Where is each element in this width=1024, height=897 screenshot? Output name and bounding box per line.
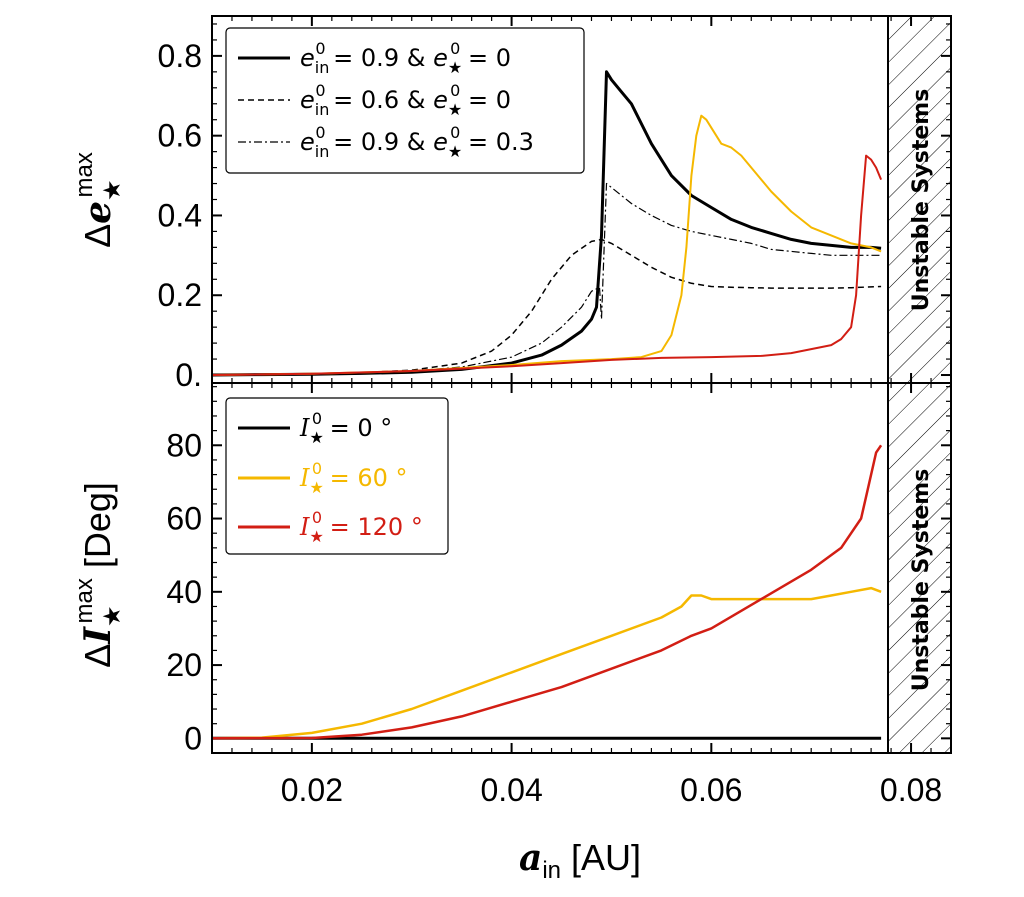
bottom-frame — [211, 382, 952, 754]
bottom-ylabel: ΔI★max [Deg] — [71, 482, 126, 668]
bottom-ytick-label: 0 — [184, 720, 202, 756]
top-ticks: 0. 0.2 0.4 0.6 0.8 — [158, 16, 951, 393]
top-ytick-label: 0.2 — [158, 277, 202, 313]
bottom-ytick-label: 80 — [166, 427, 202, 463]
top-legend-entry-1: ein0 = 0.9 & e★0 = 0 — [300, 39, 511, 77]
xtick-label: 0.02 — [281, 772, 343, 808]
top-series-line-3 — [211, 182, 882, 376]
bottom-panel: Unstable Systems 0 20 40 60 80 0.02 0.04 0.06 0.… — [71, 382, 952, 884]
top-series-line-4 — [211, 114, 882, 376]
bottom-unstable-region — [888, 383, 951, 753]
bottom-unstable-label: Unstable Systems — [909, 469, 934, 692]
top-panel: Unstable Systems 0. 0.2 0.4 0.6 0.8 ein0 = 0… — [71, 15, 952, 393]
top-ytick-label: 0. — [175, 357, 202, 393]
xtick-label: 0.08 — [880, 772, 942, 808]
top-unstable-label: Unstable Systems — [909, 89, 934, 312]
top-legend-entry-3: ein0 = 0.9 & e★0 = 0.3 — [300, 123, 534, 161]
top-ytick-label: 0.6 — [158, 118, 202, 154]
bottom-legend-box — [225, 397, 449, 555]
top-legend-entry-2: ein0 = 0.6 & e★0 = 0 — [300, 81, 511, 119]
top-series-line-2 — [211, 238, 882, 376]
top-ytick-label: 0.8 — [158, 38, 202, 74]
top-series-group — [211, 70, 883, 377]
xlabel: ain [AU] — [519, 837, 641, 884]
bottom-series-line-3 — [211, 444, 883, 740]
top-ytick-label: 0.4 — [158, 197, 202, 233]
bottom-legend-entry-2: I★0 = 60 ° — [299, 459, 408, 497]
top-series-line-5 — [211, 154, 883, 376]
top-legend-box — [225, 27, 585, 174]
bottom-ytick-label: 20 — [166, 647, 202, 683]
top-legend: ein0 = 0.9 & e★0 = 0 ein0 = 0.6 & e★0 = … — [225, 27, 585, 174]
bottom-series-group — [211, 444, 883, 740]
bottom-ticks: 0 20 40 60 80 0.02 0.04 0.06 0.08 — [166, 383, 951, 808]
xtick-label: 0.04 — [480, 772, 542, 808]
xtick-label: 0.06 — [680, 772, 742, 808]
bottom-legend-entry-3: I★0 = 120 ° — [299, 508, 423, 546]
bottom-ytick-label: 40 — [166, 574, 202, 610]
bottom-series-line-2 — [211, 586, 882, 740]
top-ylabel: Δe★max — [71, 152, 126, 248]
bottom-legend: I★0 = 0 ° I★0 = 60 ° I★0 = 120 ° — [225, 397, 449, 555]
bottom-ytick-label: 60 — [166, 501, 202, 537]
top-unstable-region — [888, 16, 951, 383]
bottom-legend-entry-1: I★0 = 0 ° — [299, 409, 392, 447]
